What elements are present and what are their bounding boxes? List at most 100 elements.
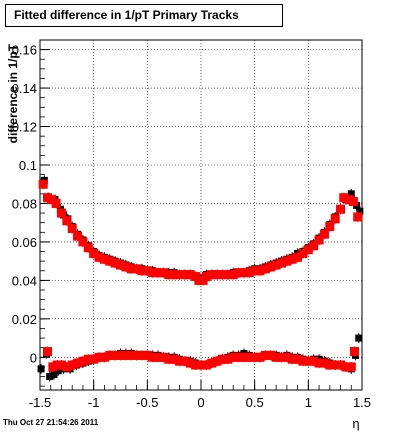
red-data-point (89, 354, 99, 364)
red-data-point (298, 248, 308, 258)
x-tick-label: 1.5 (353, 395, 371, 410)
red-data-point (212, 356, 222, 366)
red-data-point (169, 270, 179, 280)
red-data-point (137, 266, 147, 276)
red-data-point (121, 350, 131, 360)
red-data-point (105, 350, 115, 360)
red-data-point (73, 231, 83, 241)
red-data-point (175, 270, 185, 280)
red-data-point (271, 352, 281, 362)
red-data-point (330, 214, 340, 224)
x-tick-label: 0 (197, 395, 204, 410)
red-data-point (99, 352, 109, 362)
red-data-point (121, 262, 131, 272)
red-data-point (309, 241, 319, 251)
red-data-point (260, 350, 270, 360)
red-data-point (196, 360, 206, 370)
red-data-point (244, 352, 254, 362)
red-data-point (255, 266, 265, 276)
chart-title: Fitted difference in 1/pT Primary Tracks (5, 4, 283, 27)
red-data-point (105, 256, 115, 266)
x-tick-label: -0.5 (136, 395, 158, 410)
red-data-point (349, 347, 359, 357)
ticks-layer: -1.5 -1 -0.5 0 0.5 1 1.5 0 0.02 0.04 0.06 0.08 0.1 0.… (12, 43, 371, 410)
y-tick-label: 0 (30, 350, 37, 365)
x-axis-label: η (352, 416, 359, 431)
x-tick-label: 0.5 (246, 395, 264, 410)
red-data-point (348, 197, 358, 207)
red-data-point (153, 352, 163, 362)
y-tick-label: 0.02 (12, 312, 37, 327)
red-data-point (303, 356, 313, 366)
red-data-point (325, 222, 335, 232)
red-data-point (56, 208, 66, 218)
y-tick-label: 0.16 (12, 43, 37, 58)
red-data-point (158, 268, 168, 278)
red-data-point (99, 254, 109, 264)
red-data-point (62, 362, 72, 372)
x-tick-label: -1.5 (29, 395, 51, 410)
red-data-point (191, 360, 201, 370)
red-data-point (164, 354, 174, 364)
red-data-point (137, 350, 147, 360)
red-data-point (234, 268, 244, 278)
y-tick-label: 0.12 (12, 120, 37, 135)
red-data-point (89, 248, 99, 258)
grid-layer (40, 40, 362, 390)
red-data-point (282, 352, 292, 362)
red-data-point (180, 356, 190, 366)
red-data-point (169, 354, 179, 364)
red-data-point (250, 352, 260, 362)
red-data-point (293, 354, 303, 364)
red-data-point (228, 270, 238, 280)
red-data-point (94, 352, 104, 362)
y-axis-label: difference in 1/pT (6, 43, 20, 143)
red-data-point (67, 360, 77, 370)
red-data-point (185, 358, 195, 368)
red-data-point (319, 229, 329, 239)
red-data-point (223, 354, 233, 364)
red-data-point (201, 272, 211, 282)
red-data-point (83, 354, 93, 364)
black-data-point (46, 373, 54, 381)
black-data-point (355, 334, 363, 342)
black-data-point (347, 190, 355, 198)
red-data-point (158, 352, 168, 362)
y-tick-label: 0.06 (12, 235, 37, 250)
red-data-point (142, 266, 152, 276)
red-data-point (175, 356, 185, 366)
red-data-point (287, 254, 297, 264)
red-data-point (287, 354, 297, 364)
red-data-point (217, 270, 227, 280)
red-data-point (346, 362, 356, 372)
red-data-point (266, 350, 276, 360)
red-data-point (142, 350, 152, 360)
red-data-point (116, 350, 125, 360)
red-data-point (314, 235, 324, 245)
x-tick-label: -1 (88, 395, 100, 410)
red-data-point (319, 358, 329, 368)
red-data-point (43, 347, 53, 357)
y-tick-label: 0.08 (12, 196, 37, 211)
red-data-point (336, 204, 346, 214)
red-data-point (164, 270, 174, 280)
red-data-point (116, 260, 125, 270)
x-tick-label: 1 (305, 395, 312, 410)
red-data-point (38, 179, 48, 189)
y-tick-label: 0.14 (12, 81, 37, 96)
black-data-point (356, 207, 364, 215)
red-data-point (277, 258, 286, 268)
red-data-point (132, 264, 142, 274)
red-data-point (78, 356, 88, 366)
red-data-point (56, 360, 66, 370)
red-data-point (110, 350, 120, 360)
red-data-point (201, 360, 211, 370)
red-data-point (78, 237, 88, 247)
red-data-point (110, 258, 120, 268)
red-data-point (148, 268, 158, 278)
red-data-point (217, 354, 227, 364)
red-data-point (83, 243, 93, 253)
red-data-point (212, 270, 222, 280)
red-data-point (309, 356, 319, 366)
